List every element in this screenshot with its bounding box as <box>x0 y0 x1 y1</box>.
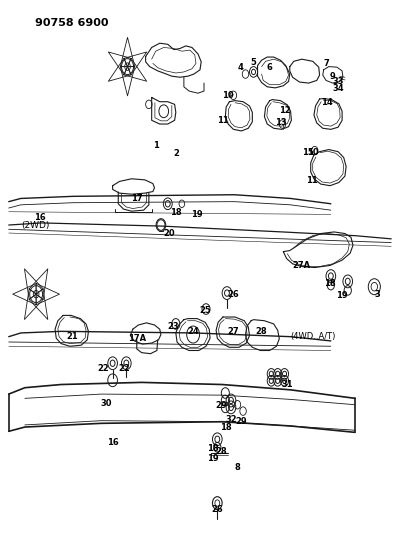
Text: 4: 4 <box>237 63 243 71</box>
Text: 6: 6 <box>267 63 273 71</box>
Text: 10: 10 <box>222 91 234 100</box>
Text: 32: 32 <box>225 415 237 424</box>
Text: 30: 30 <box>101 399 112 408</box>
Text: 16: 16 <box>34 213 46 222</box>
Text: 29: 29 <box>236 417 247 426</box>
Text: 14: 14 <box>321 98 332 107</box>
Text: 28: 28 <box>215 447 227 456</box>
Text: 19: 19 <box>336 291 348 300</box>
Text: 26: 26 <box>211 505 223 514</box>
Text: 23: 23 <box>167 321 179 330</box>
Text: (2WD): (2WD) <box>21 221 49 230</box>
Text: 33: 33 <box>332 77 344 86</box>
Text: 18: 18 <box>170 208 182 217</box>
Text: 29: 29 <box>215 401 227 410</box>
Text: 34: 34 <box>332 84 344 93</box>
Text: 25: 25 <box>199 305 211 314</box>
Text: 19: 19 <box>208 455 219 463</box>
Text: 20: 20 <box>163 229 175 238</box>
Text: 15: 15 <box>302 148 314 157</box>
Text: 22: 22 <box>119 364 130 373</box>
Text: 18: 18 <box>208 444 219 453</box>
Text: 17: 17 <box>131 195 143 204</box>
Text: 3: 3 <box>374 289 380 298</box>
Text: 24: 24 <box>187 327 199 336</box>
Text: 19: 19 <box>191 210 203 219</box>
Text: 18: 18 <box>324 279 336 288</box>
Text: (4WD..A/T): (4WD..A/T) <box>290 332 336 341</box>
Text: 27: 27 <box>227 327 239 336</box>
Text: 10: 10 <box>307 148 318 157</box>
Text: 5: 5 <box>250 59 257 67</box>
Text: 11: 11 <box>306 176 318 185</box>
Text: 1: 1 <box>153 141 159 150</box>
Text: 11: 11 <box>217 116 229 125</box>
Text: 17A: 17A <box>128 334 146 343</box>
Text: 28: 28 <box>256 327 267 336</box>
Text: 13: 13 <box>275 118 286 127</box>
Text: 31: 31 <box>282 380 293 389</box>
Text: 2: 2 <box>173 149 179 158</box>
Text: 21: 21 <box>67 332 78 341</box>
Text: 27A: 27A <box>293 261 311 270</box>
Text: 26: 26 <box>227 289 239 298</box>
Text: 16: 16 <box>107 439 118 448</box>
Text: 7: 7 <box>323 59 329 68</box>
Text: 90758 6900: 90758 6900 <box>35 18 108 28</box>
Text: 22: 22 <box>97 364 109 373</box>
Text: 9: 9 <box>330 72 336 81</box>
Text: 8: 8 <box>235 463 240 472</box>
Text: 12: 12 <box>279 106 290 115</box>
Text: 18: 18 <box>219 423 231 432</box>
